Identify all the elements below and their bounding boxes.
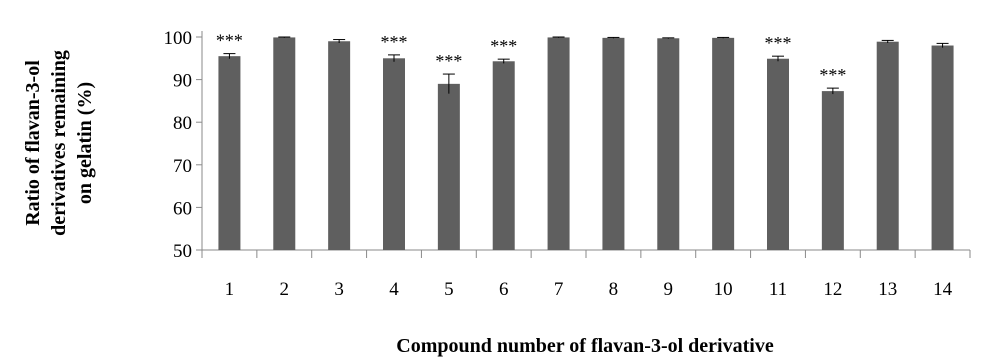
bar [273, 37, 296, 251]
x-axis-title: Compound number of flavan-3-ol derivativ… [396, 335, 774, 357]
x-tick-label: 9 [664, 279, 674, 300]
x-tick-label: 2 [280, 279, 290, 300]
x-tick-label: 5 [444, 279, 454, 300]
y-tick-label: 50 [173, 241, 192, 262]
y-tick-label: 90 [173, 71, 192, 92]
bar [876, 41, 899, 250]
bar [602, 37, 625, 250]
x-tick-label: 11 [769, 279, 787, 300]
bar [492, 61, 515, 251]
bar [931, 45, 954, 250]
x-tick-label: 1 [225, 279, 235, 300]
bar [821, 91, 844, 251]
bar [712, 37, 735, 250]
bar [383, 58, 405, 250]
x-tick-label: 6 [499, 279, 509, 300]
bar [328, 41, 351, 251]
bars: *** *** *** *** *** *** [216, 31, 954, 251]
y-axis-title-line: derivatives remaining [48, 50, 70, 236]
x-tick-label: 8 [609, 279, 619, 300]
bar [218, 56, 241, 250]
significance-label: *** [765, 33, 792, 53]
x-tick-label: 7 [554, 279, 564, 300]
y-tick-label: 70 [173, 156, 192, 177]
y-axis-title-line: Ratio of flavan-3-ol [22, 60, 44, 226]
x-tick-label: 12 [823, 279, 842, 300]
significance-label: *** [490, 36, 517, 56]
significance-label: *** [381, 32, 408, 52]
x-tick-label: 3 [334, 279, 344, 300]
x-tick-label: 4 [389, 279, 399, 300]
y-axis: 50 60 70 80 90 100 [164, 28, 203, 262]
y-tick-label: 100 [164, 28, 193, 49]
y-tick-label: 80 [173, 113, 192, 134]
bar [547, 37, 570, 251]
significance-label: *** [435, 51, 462, 71]
x-tick-label: 13 [878, 279, 897, 300]
y-tick-label: 60 [173, 198, 192, 219]
y-axis-title: Ratio of flavan-3-ol derivatives remainin… [22, 50, 96, 236]
bar [437, 83, 460, 250]
x-axis: 1 2 3 4 5 6 7 8 9 10 11 12 13 14 [201, 249, 971, 300]
bar [767, 58, 789, 251]
bar [657, 38, 680, 250]
significance-label: *** [819, 65, 846, 85]
significance-label: *** [216, 31, 243, 51]
y-axis-title-line: on gelatin (%) [74, 82, 96, 204]
x-tick-label: 14 [933, 279, 953, 300]
x-tick-label: 10 [714, 279, 733, 300]
